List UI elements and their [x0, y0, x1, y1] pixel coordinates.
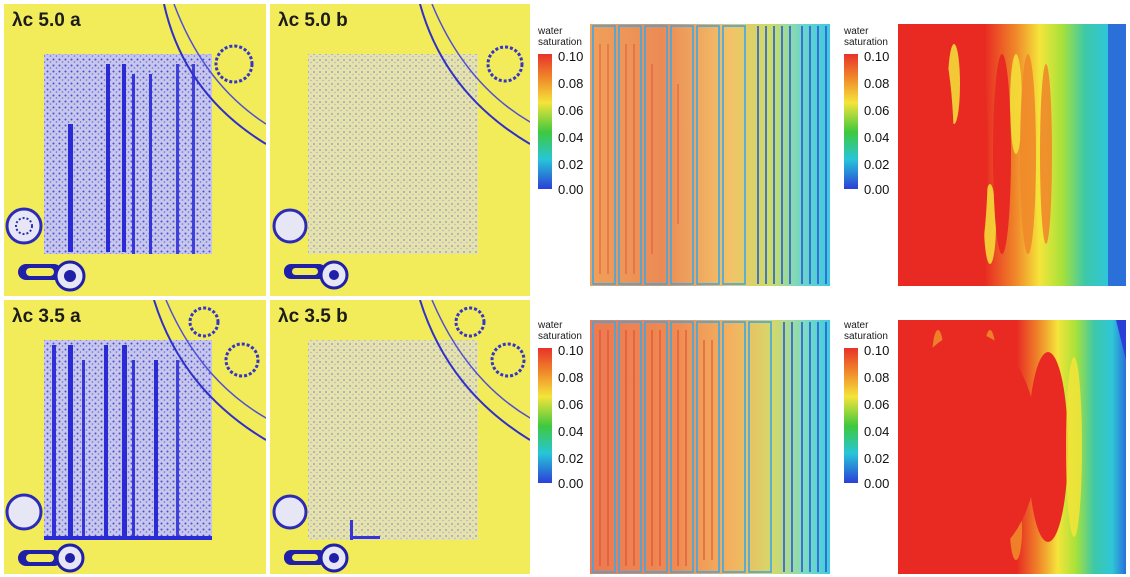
- legend-tick: 0.06: [558, 397, 584, 412]
- neutron-image-lc35-b: λc 3.5 b: [270, 300, 530, 574]
- simulation-contour-bottom: [898, 320, 1126, 574]
- legend-tick: 0.06: [558, 103, 584, 118]
- panel-label: λc 5.0 a: [12, 10, 81, 31]
- legend-tick: 0.04: [558, 424, 584, 439]
- color-legend-top-right: water saturation 0.10 0.08 0.06 0.04 0.02…: [844, 26, 904, 196]
- legend-color-bar: [538, 348, 552, 483]
- legend-title: water saturation: [538, 26, 582, 48]
- legend-tick: 0.04: [864, 424, 890, 439]
- color-legend-top-left: water saturation 0.10 0.08 0.06 0.04 0.02…: [538, 26, 598, 196]
- legend-tick: 0.04: [558, 130, 584, 145]
- legend-tick: 0.00: [558, 182, 584, 197]
- legend-tick: 0.10: [864, 49, 890, 64]
- legend-tick: 0.08: [864, 370, 890, 385]
- contour-shapes: [910, 24, 1126, 286]
- legend-tick: 0.10: [864, 343, 890, 358]
- color-legend-bottom-left: water saturation 0.10 0.08 0.06 0.04 0.02…: [538, 320, 598, 490]
- legend-tick: 0.10: [558, 49, 584, 64]
- legend-tick: 0.04: [864, 130, 890, 145]
- legend-tick: 0.02: [558, 451, 584, 466]
- simulation-contour-top: [898, 24, 1126, 286]
- legend-tick: 0.00: [558, 476, 584, 491]
- legend-title: water saturation: [844, 26, 888, 48]
- neutron-image-graphic: [272, 300, 530, 573]
- legend-tick: 0.00: [864, 476, 890, 491]
- legend-title: water saturation: [538, 320, 582, 342]
- legend-color-bar: [844, 54, 858, 189]
- legend-color-bar: [844, 348, 858, 483]
- simulation-channel-top: [590, 24, 830, 286]
- neutron-image-lc50-b: λc 5.0 b: [270, 4, 530, 296]
- contour-shapes: [898, 320, 1126, 562]
- legend-tick: 0.08: [558, 76, 584, 91]
- legend-tick: 0.02: [864, 451, 890, 466]
- legend-tick: 0.10: [558, 343, 584, 358]
- legend-tick: 0.08: [864, 76, 890, 91]
- channel-lines: [592, 321, 827, 573]
- legend-tick: 0.06: [864, 103, 890, 118]
- legend-tick: 0.08: [558, 370, 584, 385]
- channel-lines: [592, 25, 827, 285]
- legend-tick: 0.02: [864, 157, 890, 172]
- neutron-image-graphic: [272, 4, 530, 290]
- neutron-image-graphic: [5, 300, 266, 573]
- legend-tick: 0.02: [558, 157, 584, 172]
- neutron-image-graphic: [5, 4, 266, 292]
- neutron-image-lc50-a: λc 5.0 a: [4, 4, 266, 296]
- neutron-image-lc35-a: λc 3.5 a: [4, 300, 266, 574]
- legend-title: water saturation: [844, 320, 888, 342]
- panel-label: λc 5.0 b: [278, 10, 348, 31]
- panel-label: λc 3.5 a: [12, 306, 81, 327]
- legend-tick: 0.00: [864, 182, 890, 197]
- legend-color-bar: [538, 54, 552, 189]
- simulation-channel-bottom: [590, 320, 830, 574]
- panel-label: λc 3.5 b: [278, 306, 348, 327]
- legend-tick: 0.06: [864, 397, 890, 412]
- color-legend-bottom-right: water saturation 0.10 0.08 0.06 0.04 0.02…: [844, 320, 904, 490]
